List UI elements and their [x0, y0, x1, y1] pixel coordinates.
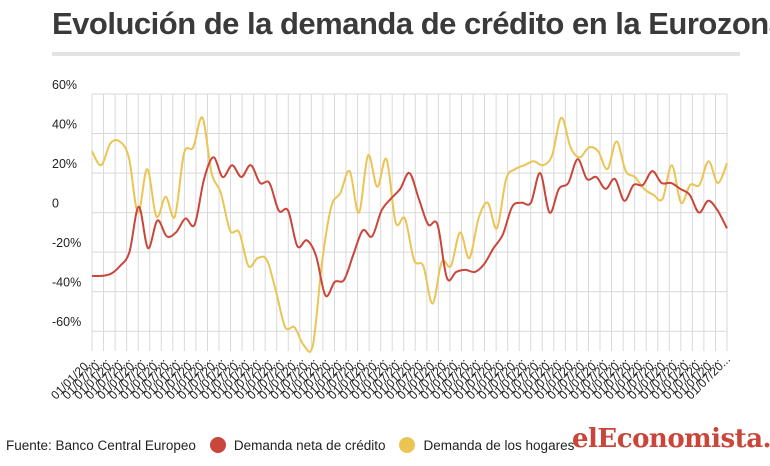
y-tick-label: -60%: [52, 315, 81, 329]
grid-lines: [91, 93, 728, 351]
y-tick-label: 0: [52, 197, 59, 211]
y-tick-label: -40%: [52, 276, 81, 290]
y-axis-ticks: 60% 40% 20% 0 -20% -40% -60%: [52, 78, 81, 329]
y-tick-label: 20%: [52, 157, 77, 171]
chart-title: Evolución de la demanda de crédito en la…: [52, 6, 770, 41]
chart-footer: Fuente: Banco Central Europeo Demanda ne…: [0, 430, 770, 460]
x-axis-ticks: 01/01/20...01/07/20...01/01/20...01/07/2…: [48, 352, 733, 402]
line-chart: 60% 40% 20% 0 -20% -40% -60% 01/01/20...01/07/…: [48, 78, 733, 402]
legend-label-credit: Demanda neta de crédito: [233, 437, 386, 453]
legend-item-households: Demanda de los hogares: [399, 437, 574, 453]
y-tick-label: 60%: [52, 78, 77, 92]
legend-label-households: Demanda de los hogares: [423, 437, 575, 453]
title-divider: [52, 52, 740, 56]
source-note: Fuente: Banco Central Europeo: [6, 437, 196, 453]
series-line-credit: [91, 156, 728, 298]
legend-swatch-households: [399, 437, 416, 453]
y-tick-label: 40%: [52, 118, 77, 132]
series-line-households: [91, 116, 728, 353]
legend-item-credit: Demanda neta de crédito: [209, 437, 386, 453]
y-tick-label: -20%: [52, 236, 81, 250]
series-lines: [91, 116, 728, 353]
publisher-logo: elEconomista.es: [572, 424, 770, 454]
legend-swatch-credit: [209, 437, 226, 453]
